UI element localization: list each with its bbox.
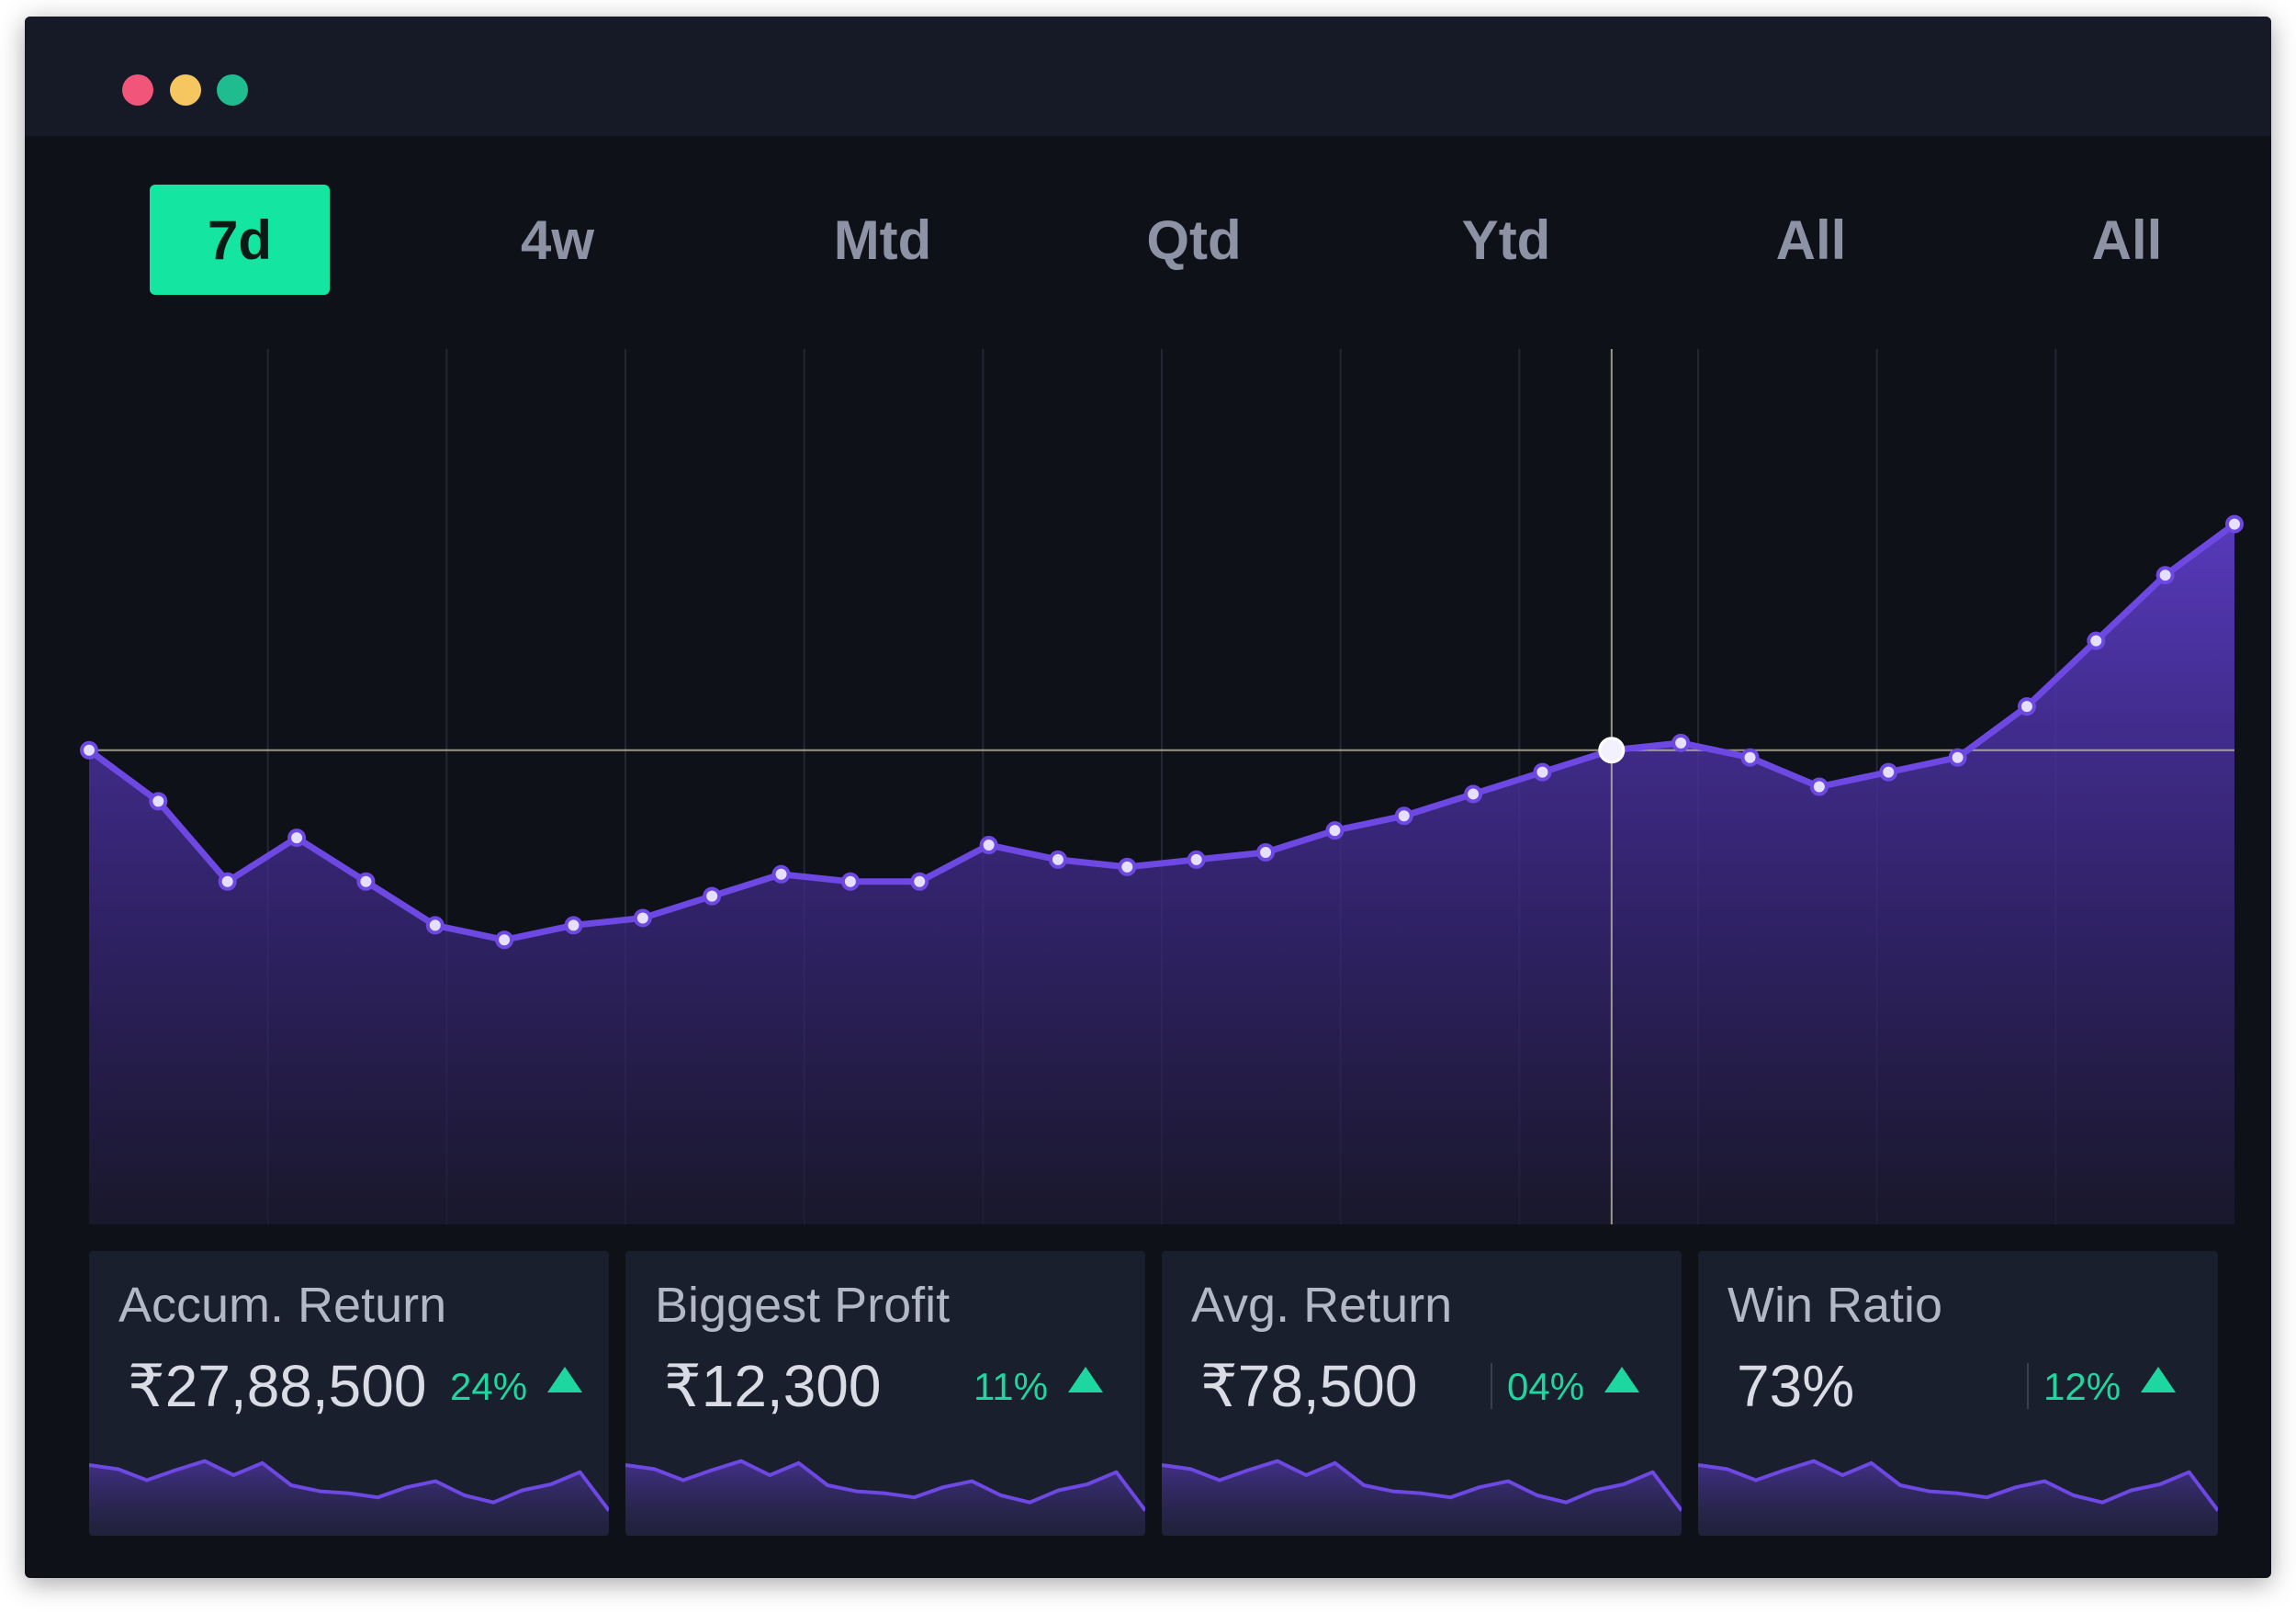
performance-chart[interactable]: [25, 329, 2271, 1238]
chart-point[interactable]: [1879, 762, 1898, 782]
stat-title: Biggest Profit: [655, 1278, 951, 1333]
chart-point[interactable]: [1948, 748, 1967, 767]
stat-card-biggest-profit[interactable]: Biggest Profit ₹12,300 11%: [625, 1251, 1145, 1536]
close-button[interactable]: [122, 74, 153, 106]
chart-point[interactable]: [910, 872, 929, 891]
chart-point[interactable]: [2225, 514, 2244, 534]
minimize-button[interactable]: [170, 74, 201, 106]
tab-4w[interactable]: 4w: [520, 209, 595, 271]
stat-title: Win Ratio: [1728, 1278, 1943, 1333]
chart-point-highlighted[interactable]: [1598, 737, 1626, 764]
chart-point[interactable]: [771, 864, 791, 884]
chart-area: [89, 524, 2234, 1224]
chart-point[interactable]: [703, 886, 722, 906]
title-bar: [25, 17, 2271, 136]
stat-card-win-ratio[interactable]: Win Ratio 73% 12%: [1698, 1251, 2218, 1536]
chart-point[interactable]: [1256, 842, 1276, 862]
stat-change: 12%: [2043, 1365, 2122, 1408]
stat-title: Accum. Return: [118, 1278, 447, 1333]
chart-point[interactable]: [80, 740, 98, 760]
sparkline: [625, 1459, 1145, 1536]
stat-value: ₹78,500: [1200, 1353, 1418, 1419]
chart-series-line: [86, 521, 2237, 943]
chart-point[interactable]: [287, 829, 307, 848]
chart-point[interactable]: [218, 872, 237, 891]
stat-card-avg-return[interactable]: Avg. Return ₹78,500 04%: [1162, 1251, 1682, 1536]
stats-row: Accum. Return ₹27,88,500 24% Biggest Pro…: [25, 1251, 2271, 1536]
chart-point[interactable]: [425, 916, 445, 935]
maximize-button[interactable]: [217, 74, 248, 106]
chart-point[interactable]: [1394, 806, 1413, 826]
stat-title: Avg. Return: [1191, 1278, 1453, 1333]
tab-7d[interactable]: 7d: [150, 185, 330, 295]
app-window: 7d 4w Mtd Qtd Ytd All All Accum. Return …: [25, 17, 2271, 1578]
sparkline-line: [89, 1459, 609, 1512]
chart-point[interactable]: [1048, 850, 1067, 869]
arrow-up-icon: [2141, 1367, 2176, 1392]
chart-point[interactable]: [356, 872, 376, 891]
sparkline-line: [1162, 1459, 1682, 1512]
stat-change: 24%: [450, 1365, 528, 1408]
chart-point[interactable]: [1187, 850, 1206, 869]
chart-point[interactable]: [1464, 784, 1483, 804]
chart-point[interactable]: [1809, 777, 1829, 796]
chart-point[interactable]: [979, 836, 998, 855]
tab-mtd[interactable]: Mtd: [833, 209, 932, 271]
chart-point[interactable]: [2087, 631, 2106, 650]
chart-point[interactable]: [2155, 566, 2175, 585]
stat-divider: [2027, 1363, 2029, 1409]
sparkline: [1698, 1459, 2218, 1536]
chart-point[interactable]: [1118, 857, 1137, 876]
chart-point[interactable]: [564, 916, 583, 935]
sparkline-area: [1162, 1460, 1682, 1536]
stat-divider: [1491, 1363, 1492, 1409]
stat-value: 73%: [1737, 1353, 1855, 1419]
sparkline-area: [89, 1460, 609, 1536]
stat-card-accum-return[interactable]: Accum. Return ₹27,88,500 24%: [89, 1251, 609, 1536]
chart-point[interactable]: [1671, 733, 1691, 752]
chart-point[interactable]: [149, 792, 168, 811]
arrow-up-icon: [1604, 1367, 1639, 1392]
sparkline-line: [625, 1459, 1145, 1512]
tab-all[interactable]: All: [1775, 209, 1847, 271]
stat-change: 04%: [1507, 1365, 1585, 1408]
stat-change: 11%: [974, 1365, 1048, 1408]
chart-point[interactable]: [495, 930, 514, 950]
sparkline-area: [1698, 1460, 2218, 1536]
chart-point[interactable]: [633, 908, 652, 928]
sparkline: [1162, 1459, 1682, 1536]
tab-qtd[interactable]: Qtd: [1146, 209, 1242, 271]
tab-ytd[interactable]: Ytd: [1461, 209, 1551, 271]
stat-value: ₹27,88,500: [128, 1353, 427, 1419]
chart-point[interactable]: [1325, 821, 1345, 840]
sparkline: [89, 1459, 609, 1536]
chart-point[interactable]: [1533, 762, 1552, 782]
chart-point[interactable]: [840, 872, 860, 891]
chart-point[interactable]: [1740, 748, 1760, 767]
arrow-up-icon: [547, 1367, 582, 1392]
period-tabs: 7d 4w Mtd Qtd Ytd All All: [25, 185, 2271, 295]
chart-point[interactable]: [2017, 697, 2036, 716]
sparkline-area: [625, 1460, 1145, 1536]
tab-all-2[interactable]: All: [2091, 209, 2163, 271]
stat-value: ₹12,300: [664, 1353, 882, 1419]
arrow-up-icon: [1068, 1367, 1103, 1392]
sparkline-line: [1698, 1459, 2218, 1512]
